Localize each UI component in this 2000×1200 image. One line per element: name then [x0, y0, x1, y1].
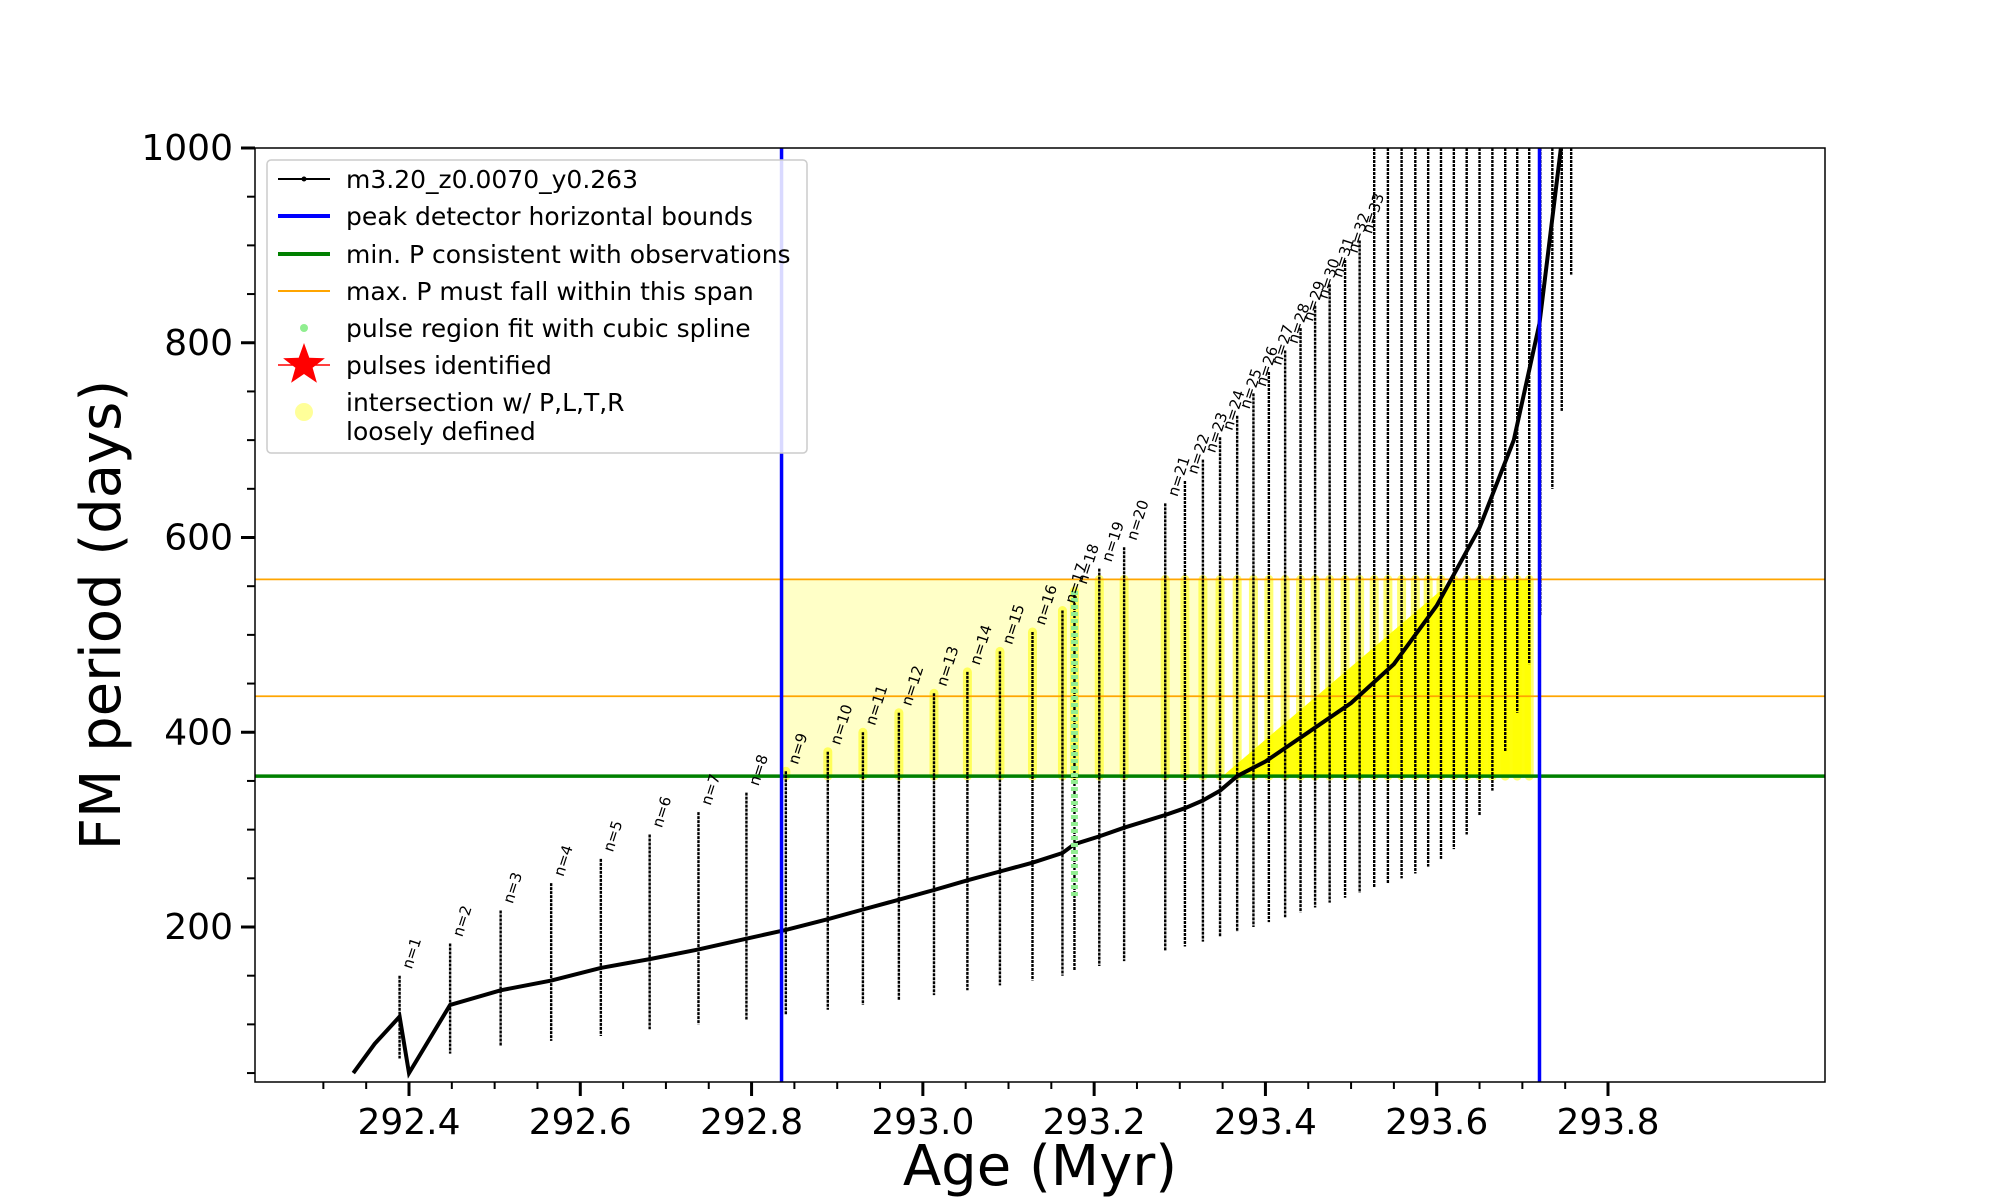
legend-handle-dot — [300, 324, 308, 332]
x-tick-label: 293.6 — [1385, 1102, 1488, 1143]
legend-handle-marker — [301, 176, 307, 182]
y-axis-label: FM period (days) — [69, 380, 134, 850]
x-tick-label: 293.2 — [1043, 1102, 1146, 1143]
y-tick-label: 800 — [164, 323, 233, 364]
y-tick-label: 1000 — [141, 128, 233, 169]
legend-label-line2: loosely defined — [346, 417, 536, 446]
legend-label: m3.20_z0.0070_y0.263 — [346, 165, 638, 194]
x-tick-label: 293.8 — [1556, 1102, 1659, 1143]
legend-label: pulse region fit with cubic spline — [346, 314, 751, 343]
intersection-region-layer — [781, 574, 1534, 781]
legend-box — [266, 159, 808, 454]
x-tick-label: 292.6 — [529, 1102, 632, 1143]
legend-label: max. P must fall within this span — [346, 277, 754, 306]
legend-label: peak detector horizontal bounds — [346, 202, 753, 231]
legend-label: pulses identified — [346, 351, 552, 380]
x-tick-label: 293.0 — [871, 1102, 974, 1143]
y-axis-ticks: 200 400 600 800 1000 — [141, 128, 255, 1075]
legend-label: intersection w/ P,L,T,R — [346, 388, 625, 417]
x-tick-label: 293.4 — [1214, 1102, 1317, 1143]
legend-label: min. P consistent with observations — [346, 240, 791, 269]
legend-handle-dot — [295, 403, 313, 421]
x-tick-label: 292.4 — [357, 1102, 460, 1143]
horizontal-lines-layer — [255, 578, 1825, 778]
legend-star-icon — [283, 343, 325, 383]
y-tick-label: 200 — [164, 907, 233, 948]
y-tick-label: 600 — [164, 518, 233, 559]
y-tick-label: 400 — [164, 712, 233, 753]
x-axis-label: Age (Myr) — [903, 1134, 1177, 1199]
x-tick-label: 292.8 — [700, 1102, 803, 1143]
plot-frame — [254, 147, 1826, 1083]
x-axis-ticks: 292.4 292.6 292.8 293.0 293.2 293.4 293.6 293.8 — [322, 1082, 1660, 1143]
